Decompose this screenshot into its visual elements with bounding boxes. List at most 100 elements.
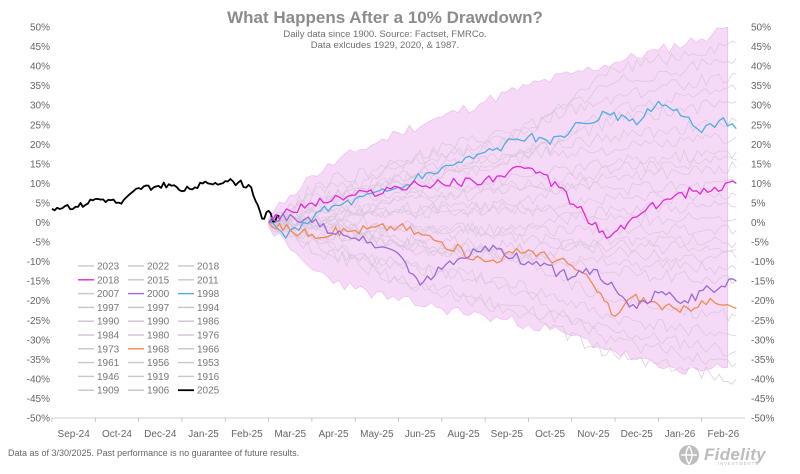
y-tick-label-left: -30%: [27, 335, 50, 346]
background-series-line: [268, 218, 737, 385]
legend-label: 1973: [97, 344, 120, 355]
y-tick-label-right: 30%: [751, 101, 771, 112]
y-tick-label-right: -25%: [751, 316, 774, 327]
chart-title: What Happens After a 10% Drawdown?: [227, 8, 543, 27]
y-tick-label-left: 20%: [30, 140, 50, 151]
legend-label: 1953: [197, 358, 220, 369]
y-tick-label-right: -50%: [751, 414, 774, 425]
x-tick-label: Aug-25: [447, 429, 480, 440]
series-line-2018: [268, 165, 737, 239]
y-tick-label-right: 45%: [751, 42, 771, 53]
y-tick-label-left: -5%: [32, 238, 50, 249]
y-tick-label-right: 15%: [751, 159, 771, 170]
series-line-2025: [51, 178, 280, 223]
logo-wordmark: Fidelity: [704, 445, 766, 464]
legend-label: 2022: [147, 262, 170, 273]
y-tick-label-left: 35%: [30, 81, 50, 92]
y-tick-label-left: -35%: [27, 355, 50, 366]
y-tick-label-right: 40%: [751, 62, 771, 73]
x-tick-label: Oct-24: [102, 429, 132, 440]
y-tick-label-right: -20%: [751, 296, 774, 307]
y-tick-label-right: 5%: [751, 198, 766, 209]
legend-label: 2023: [97, 262, 120, 273]
y-axis-right: 50% 45% 40% 35% 30% 25% 20% 15% 10% 5% 0% -5% -10% -1…: [751, 23, 774, 425]
legend-label: 2000: [147, 289, 170, 300]
legend-label: 1956: [147, 358, 170, 369]
x-tick-label: Dec-25: [621, 429, 654, 440]
legend-label: 1946: [97, 372, 120, 383]
legend-label: 1980: [147, 331, 170, 342]
y-tick-label-right: -30%: [751, 335, 774, 346]
series-line-1998: [268, 100, 737, 239]
background-series-line: [268, 201, 737, 227]
legend-label: 1916: [197, 372, 220, 383]
legend-label: 1997: [147, 303, 170, 314]
legend-label: 1990: [147, 317, 170, 328]
y-tick-label-right: 25%: [751, 120, 771, 131]
y-tick-label-right: -5%: [751, 238, 769, 249]
y-tick-label-left: -10%: [27, 257, 50, 268]
footnote: Data as of 3/30/2025. Past performance i…: [8, 448, 300, 458]
chart-subtitle-line-1: Daily data since 1900. Source: Factset, …: [283, 29, 486, 40]
legend-label: 1997: [97, 303, 120, 314]
y-tick-label-right: 35%: [751, 81, 771, 92]
legend-label: 1919: [147, 372, 170, 383]
legend-label: 1998: [197, 289, 220, 300]
legend-label: 1976: [197, 331, 220, 342]
x-tick-label: Mar-25: [274, 429, 306, 440]
y-tick-label-right: -10%: [751, 257, 774, 268]
legend-label: 2007: [97, 289, 120, 300]
x-tick-label: Feb-26: [708, 429, 740, 440]
background-series-line: [268, 154, 737, 229]
background-series-line: [268, 178, 737, 231]
background-series-line: [268, 200, 737, 236]
logo-subtitle: INVESTMENTS: [718, 461, 759, 466]
x-tick-label: Apr-25: [319, 429, 349, 440]
legend-label: 1986: [197, 317, 220, 328]
y-tick-label-left: 30%: [30, 101, 50, 112]
y-tick-label-left: -25%: [27, 316, 50, 327]
y-tick-label-right: -40%: [751, 374, 774, 385]
background-series-line: [268, 221, 737, 368]
background-series-line: [268, 84, 737, 227]
y-tick-label-left: -45%: [27, 394, 50, 405]
y-tick-label-left: 10%: [30, 179, 50, 190]
x-axis: Sep-24 Oct-24 Dec-24 Jan-25 Feb-25 Mar-25 Apr-…: [51, 417, 745, 440]
legend-label: 1990: [97, 317, 120, 328]
series-line-1968: [268, 222, 737, 317]
chart-legend: 2023 2022 2018 2018 2015 2011 2007 2000 1998 1997…: [78, 262, 220, 397]
background-series-line: [268, 222, 737, 356]
y-tick-label-left: 45%: [30, 42, 50, 53]
x-tick-label: Jan-26: [665, 429, 696, 440]
background-series-line: [268, 149, 737, 224]
y-tick-label-right: 50%: [751, 23, 771, 34]
legend-label: 2011: [197, 275, 219, 286]
y-tick-label-right: 10%: [751, 179, 771, 190]
x-tick-label: Oct-25: [535, 429, 565, 440]
legend-label: 2018: [197, 262, 220, 273]
x-tick-label: Dec-24: [144, 429, 177, 440]
y-tick-label-right: -35%: [751, 355, 774, 366]
globe-icon: [679, 445, 699, 466]
y-tick-label-left: 0%: [36, 218, 51, 229]
y-tick-label-left: -50%: [27, 414, 50, 425]
y-tick-label-right: 0%: [751, 218, 766, 229]
legend-label: 1966: [197, 344, 220, 355]
x-tick-label: Sep-25: [491, 429, 524, 440]
y-tick-label-left: -20%: [27, 296, 50, 307]
y-tick-label-right: 20%: [751, 140, 771, 151]
x-tick-label: Jun-25: [405, 429, 436, 440]
legend-label: 2015: [147, 275, 170, 286]
legend-label: 1984: [97, 331, 120, 342]
background-series-line: [268, 214, 737, 323]
x-tick-label: May-25: [360, 429, 394, 440]
legend-label: 1961: [97, 358, 120, 369]
y-tick-label-left: 15%: [30, 159, 50, 170]
background-series-line: [268, 57, 737, 223]
y-tick-label-left: 50%: [30, 23, 50, 34]
x-tick-label: Nov-25: [577, 429, 610, 440]
y-axis-left: 50% 45% 40% 35% 30% 25% 20% 15% 10% 5% 0% -5% -10% -1…: [27, 23, 50, 425]
y-tick-label-left: -15%: [27, 277, 50, 288]
y-tick-label-right: -15%: [751, 277, 774, 288]
